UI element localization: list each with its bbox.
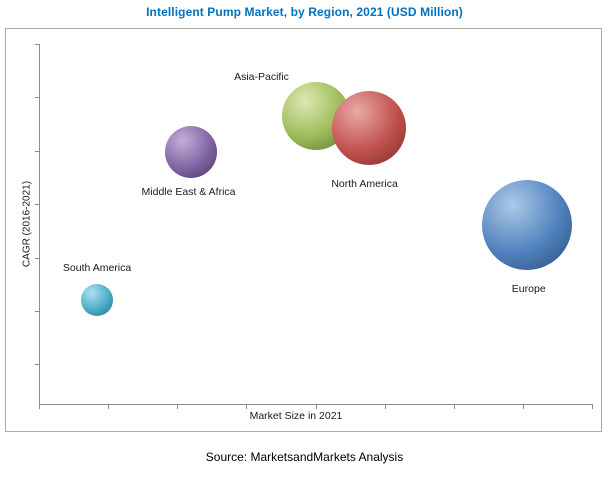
y-axis-tick (35, 150, 40, 152)
bubble-north-america (331, 90, 406, 165)
y-axis-title: CAGR (2016-2021) (21, 180, 33, 268)
x-axis-tick (108, 405, 110, 409)
y-axis-tick (35, 204, 40, 206)
plot-area: CAGR (2016-2021) Market Size in 2021 Sou… (5, 28, 602, 432)
bubble-south-america (81, 283, 114, 316)
bubble-label-south-america: South America (62, 261, 132, 274)
bubble-middle-east-africa (164, 126, 217, 178)
y-axis-tick (35, 311, 40, 312)
y-axis-tick (35, 364, 40, 366)
y-axis-tick (35, 257, 40, 259)
x-axis-title: Market Size in 2021 (249, 410, 343, 422)
x-axis-tick (522, 405, 524, 409)
x-axis-tick (177, 405, 179, 409)
x-axis-tick (315, 405, 317, 409)
source-note: Source: MarketsandMarkets Analysis (205, 450, 404, 464)
x-axis-tick (592, 405, 593, 409)
x-axis-tick (246, 405, 248, 409)
x-axis-tick (384, 405, 386, 409)
x-axis-tick (453, 405, 455, 409)
y-axis-tick (35, 97, 40, 99)
bubble-label-asia-pacific: Asia-Pacific (234, 71, 289, 83)
bubble-label-europe: Europe (511, 283, 546, 296)
chart-title: Intelligent Pump Market, by Region, 2021… (146, 5, 463, 19)
y-axis-line (39, 44, 40, 405)
x-axis-line (39, 404, 593, 405)
y-axis-tick (35, 44, 40, 45)
bubble-label-middle-east-africa: Middle East & Africa (141, 186, 236, 198)
bubble-label-north-america: North America (331, 177, 398, 190)
bubble-europe (481, 180, 572, 271)
x-axis-tick (39, 405, 40, 409)
